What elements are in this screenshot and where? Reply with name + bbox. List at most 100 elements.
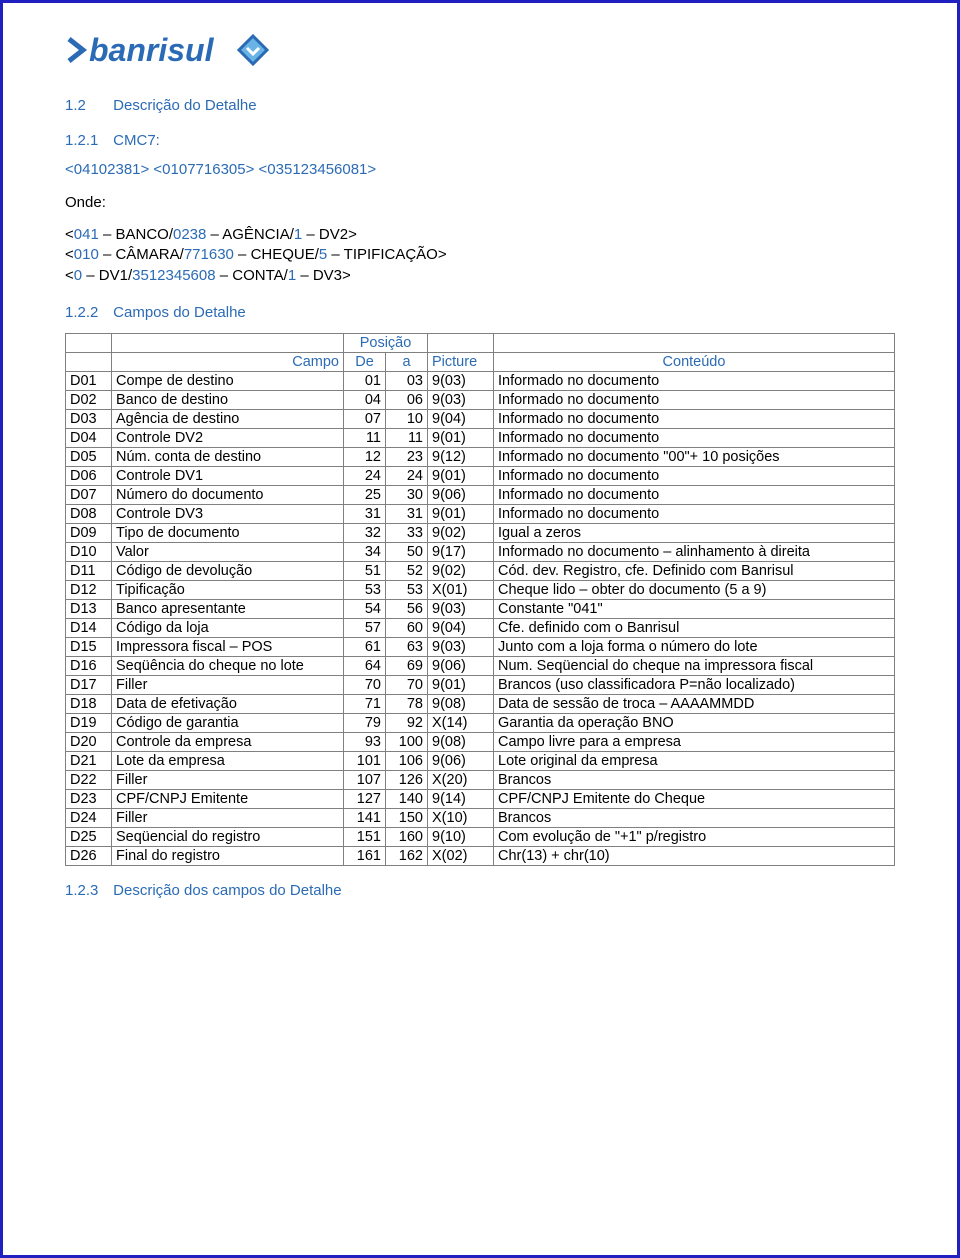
- cell-campo: CPF/CNPJ Emitente: [112, 789, 344, 808]
- cell-a: 60: [386, 618, 428, 637]
- cell-de: 01: [344, 371, 386, 390]
- breakdown-value: 3512345608: [132, 267, 215, 284]
- onde-label: Onde:: [65, 194, 895, 211]
- fields-table: Posição Campo De a Picture Conteúdo D01C…: [65, 333, 895, 866]
- cell-id: D05: [66, 447, 112, 466]
- table-row: D10Valor34509(17)Informado no documento …: [66, 542, 895, 561]
- cell-a: 70: [386, 675, 428, 694]
- cell-id: D04: [66, 428, 112, 447]
- cell-picture: 9(10): [428, 827, 494, 846]
- cell-de: 51: [344, 561, 386, 580]
- cell-picture: X(10): [428, 808, 494, 827]
- cell-picture: 9(03): [428, 637, 494, 656]
- cell-de: 71: [344, 694, 386, 713]
- cell-de: 64: [344, 656, 386, 675]
- cell-de: 53: [344, 580, 386, 599]
- cell-id: D18: [66, 694, 112, 713]
- cell-picture: 9(08): [428, 732, 494, 751]
- cell-de: 07: [344, 409, 386, 428]
- table-row: D22Filler107126X(20)Brancos: [66, 770, 895, 789]
- th-campo: Campo: [112, 352, 344, 371]
- th-blank-2: [112, 333, 344, 352]
- cell-picture: 9(06): [428, 751, 494, 770]
- cell-picture: 9(02): [428, 523, 494, 542]
- table-row: D09Tipo de documento32339(02)Igual a zer…: [66, 523, 895, 542]
- breakdown-label: <: [65, 226, 74, 243]
- cell-campo: Filler: [112, 770, 344, 789]
- table-row: D14Código da loja57609(04)Cfe. definido …: [66, 618, 895, 637]
- cell-de: 04: [344, 390, 386, 409]
- cell-conteudo: Campo livre para a empresa: [494, 732, 895, 751]
- breakdown-label: <: [65, 246, 74, 263]
- cell-id: D21: [66, 751, 112, 770]
- cell-a: 06: [386, 390, 428, 409]
- cell-a: 160: [386, 827, 428, 846]
- cell-campo: Impressora fiscal – POS: [112, 637, 344, 656]
- th-blank-1: [66, 333, 112, 352]
- heading-1-2-3: 1.2.3 Descrição dos campos do Detalhe: [65, 882, 895, 899]
- th-blank-3: [428, 333, 494, 352]
- cell-id: D08: [66, 504, 112, 523]
- table-row: D25Seqüencial do registro1511609(10)Com …: [66, 827, 895, 846]
- cell-conteudo: Brancos: [494, 808, 895, 827]
- heading-1-2-1-num: 1.2.1: [65, 132, 109, 149]
- cell-a: 69: [386, 656, 428, 675]
- cell-a: 52: [386, 561, 428, 580]
- cell-a: 31: [386, 504, 428, 523]
- cell-a: 78: [386, 694, 428, 713]
- document-page: banrisul 1.2 Descrição do Detalhe 1.2.1 …: [0, 0, 960, 1258]
- cell-de: 54: [344, 599, 386, 618]
- breakdown-line: <041 – BANCO/0238 – AGÊNCIA/1 – DV2>: [65, 225, 895, 245]
- th-posicao: Posição: [344, 333, 428, 352]
- heading-1-2-num: 1.2: [65, 97, 109, 114]
- cell-a: 10: [386, 409, 428, 428]
- cell-picture: 9(01): [428, 466, 494, 485]
- cell-a: 162: [386, 846, 428, 865]
- cell-campo: Controle DV2: [112, 428, 344, 447]
- cell-a: 56: [386, 599, 428, 618]
- cell-id: D01: [66, 371, 112, 390]
- cell-picture: X(02): [428, 846, 494, 865]
- table-row: D05Núm. conta de destino12239(12)Informa…: [66, 447, 895, 466]
- cell-picture: 9(14): [428, 789, 494, 808]
- cell-picture: 9(01): [428, 675, 494, 694]
- cell-de: 107: [344, 770, 386, 789]
- cell-a: 126: [386, 770, 428, 789]
- cell-campo: Banco de destino: [112, 390, 344, 409]
- cell-conteudo: Informado no documento: [494, 390, 895, 409]
- breakdown-value: 0: [74, 267, 82, 284]
- cell-conteudo: Brancos: [494, 770, 895, 789]
- cell-conteudo: Informado no documento: [494, 466, 895, 485]
- table-header-row-1: Posição: [66, 333, 895, 352]
- cmc7-breakdown: <041 – BANCO/0238 – AGÊNCIA/1 – DV2><010…: [65, 225, 895, 286]
- cell-picture: 9(12): [428, 447, 494, 466]
- cell-conteudo: Informado no documento – alinhamento à d…: [494, 542, 895, 561]
- cell-a: 63: [386, 637, 428, 656]
- cell-campo: Lote da empresa: [112, 751, 344, 770]
- table-row: D07Número do documento25309(06)Informado…: [66, 485, 895, 504]
- breakdown-label: – DV2>: [302, 226, 357, 243]
- cell-conteudo: Data de sessão de troca – AAAAMMDD: [494, 694, 895, 713]
- heading-1-2-1: 1.2.1 CMC7:: [65, 132, 895, 149]
- th-blank-4: [494, 333, 895, 352]
- cell-conteudo: Cód. dev. Registro, cfe. Definido com Ba…: [494, 561, 895, 580]
- table-row: D11Código de devolução51529(02)Cód. dev.…: [66, 561, 895, 580]
- cell-id: D13: [66, 599, 112, 618]
- cell-picture: 9(01): [428, 428, 494, 447]
- table-row: D01Compe de destino01039(03)Informado no…: [66, 371, 895, 390]
- cell-de: 11: [344, 428, 386, 447]
- breakdown-label: – AGÊNCIA/: [206, 226, 294, 243]
- cell-conteudo: Lote original da empresa: [494, 751, 895, 770]
- cell-picture: 9(06): [428, 485, 494, 504]
- cell-picture: 9(04): [428, 409, 494, 428]
- table-row: D18Data de efetivação71789(08)Data de se…: [66, 694, 895, 713]
- cell-picture: X(14): [428, 713, 494, 732]
- cell-campo: Número do documento: [112, 485, 344, 504]
- cell-a: 24: [386, 466, 428, 485]
- cell-conteudo: Junto com a loja forma o número do lote: [494, 637, 895, 656]
- cell-picture: X(01): [428, 580, 494, 599]
- table-row: D26Final do registro161162X(02)Chr(13) +…: [66, 846, 895, 865]
- cell-picture: 9(03): [428, 390, 494, 409]
- heading-1-2-2: 1.2.2 Campos do Detalhe: [65, 304, 895, 321]
- breakdown-value: 771630: [184, 246, 234, 263]
